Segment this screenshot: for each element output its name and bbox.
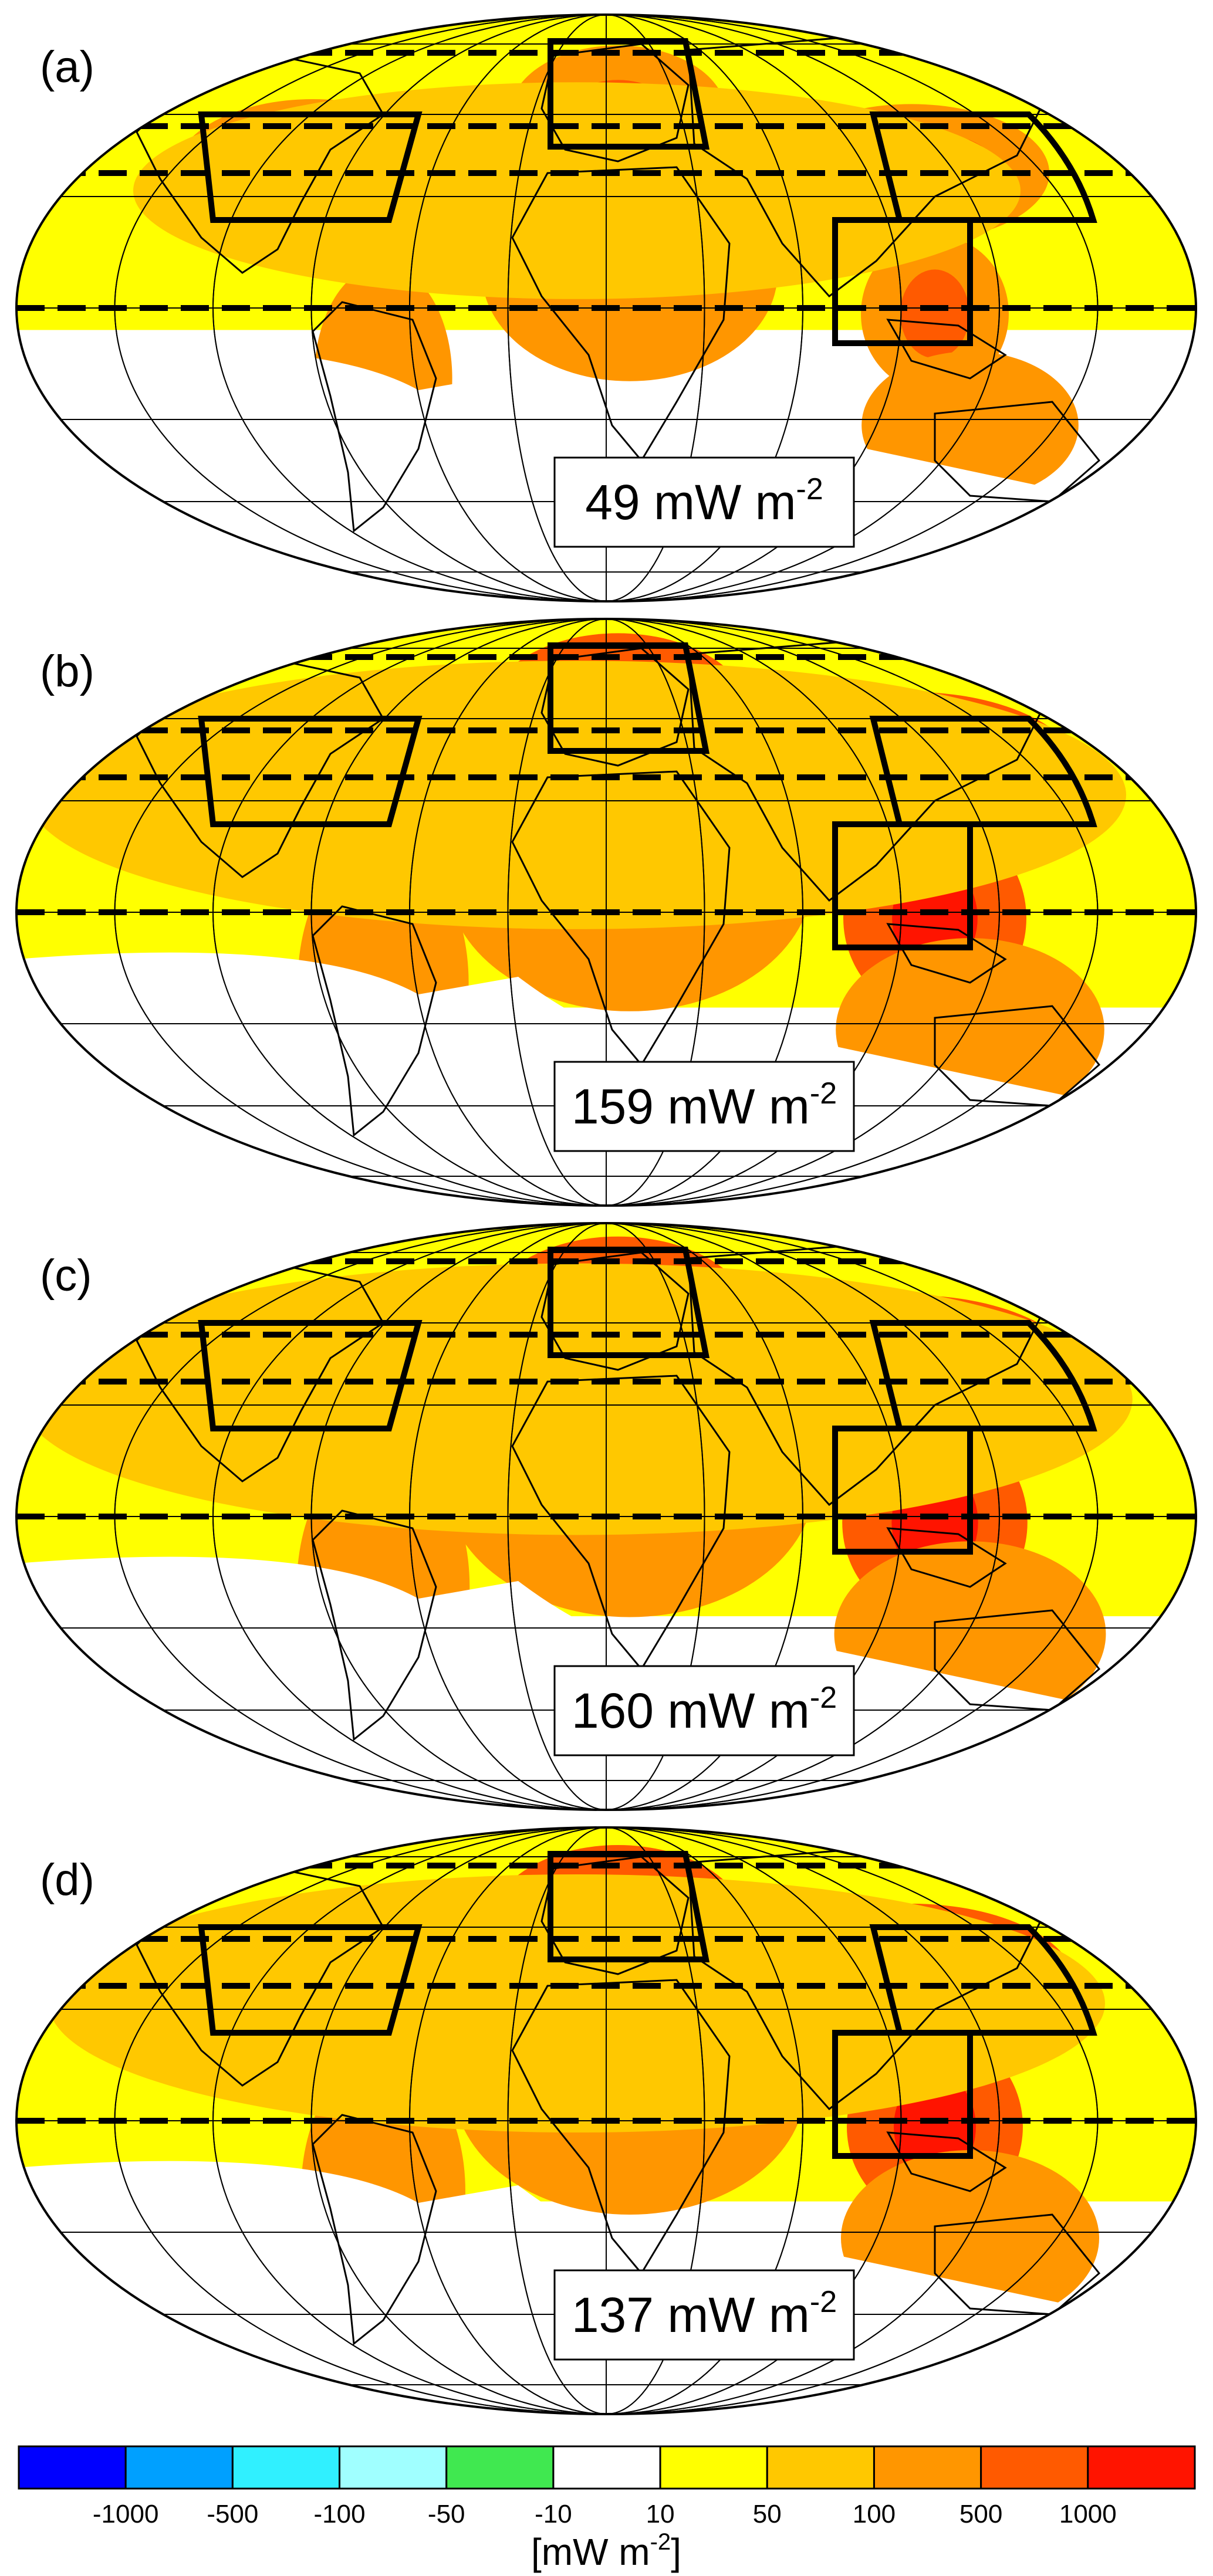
coastline <box>312 1509 437 1741</box>
map-outline <box>15 13 1197 602</box>
colorbar-box <box>766 2445 875 2490</box>
region-box <box>198 1924 423 2036</box>
coastline <box>312 301 437 533</box>
field-blob <box>900 269 969 358</box>
coastline <box>886 923 1007 984</box>
value-box <box>553 2269 855 2361</box>
colorbar-tick-label: -1000 <box>93 2500 159 2528</box>
colorbar-box <box>659 2445 768 2490</box>
colorbar-box <box>980 2445 1089 2490</box>
panel-letter: (d) <box>40 1855 94 1905</box>
region-box <box>869 1924 1097 2036</box>
colorbar-tick-label: 10 <box>646 2500 675 2528</box>
colorbar-box <box>231 2445 341 2490</box>
region-box <box>832 2030 973 2159</box>
colorbar-tick-labels: -1000 -500 -100 -50 -10 10 50 100 500 1000 <box>93 2500 1117 2528</box>
colorbar-unit-label: [mW m-2] <box>531 2529 681 2573</box>
region-box <box>832 1426 973 1555</box>
global-mean-value: 159 mW m-2 <box>572 1077 837 1134</box>
colorbar-tick-label: 500 <box>959 2500 1002 2528</box>
panel-letter: (c) <box>40 1251 92 1301</box>
colorbar-box <box>124 2445 234 2490</box>
panel-letter: (a) <box>40 42 94 92</box>
region-box <box>869 111 1097 223</box>
colorbar-boxes <box>18 2445 1196 2490</box>
colorbar-tick-label: -50 <box>428 2500 465 2528</box>
region-box <box>548 642 710 754</box>
colorbar: -1000 -500 -100 -50 -10 10 50 100 500 1000 [mW m-… <box>18 2445 1196 2573</box>
colorbar-tick-label: 50 <box>753 2500 782 2528</box>
region-box <box>548 1247 710 1358</box>
region-box <box>198 111 423 223</box>
field-blob <box>28 661 1126 929</box>
panel-letter: (b) <box>40 646 94 696</box>
region-box <box>548 38 710 150</box>
map-panel-c: (c) 160 mW m-2 <box>15 1222 1197 1811</box>
value-box <box>553 1665 855 1756</box>
region-box <box>869 1320 1097 1431</box>
map-panel-a: (a) 49 mW m-2 <box>15 13 1197 602</box>
map-outline <box>15 1826 1197 2415</box>
global-mean-value: 160 mW m-2 <box>572 1681 837 1738</box>
region-box <box>198 716 423 827</box>
map-panel-b: (b) 159 mW m-2 <box>15 618 1197 1207</box>
colorbar-tick-label: -10 <box>535 2500 572 2528</box>
map-outline <box>15 1222 1197 1811</box>
colorbar-box <box>445 2445 555 2490</box>
region-box <box>832 821 973 950</box>
colorbar-tick-label: -100 <box>314 2500 366 2528</box>
colorbar-box <box>552 2445 661 2490</box>
coastline <box>886 1527 1007 1588</box>
coastline <box>312 2114 437 2345</box>
colorbar-box <box>339 2445 448 2490</box>
field-blob <box>21 1263 1133 1535</box>
region-box <box>198 1320 423 1431</box>
colorbar-tick-label: 1000 <box>1059 2500 1117 2528</box>
colorbar-tick-label: 100 <box>853 2500 896 2528</box>
region-box <box>869 716 1097 827</box>
region-box <box>548 1851 710 1962</box>
coastline <box>312 905 437 1137</box>
colorbar-box <box>18 2445 127 2490</box>
colorbar-tick-label: -500 <box>207 2500 258 2528</box>
map-panel-d: (d) 137 mW m-2 <box>15 1826 1197 2415</box>
value-box <box>553 1061 855 1152</box>
region-box <box>832 217 973 346</box>
coastline <box>886 319 1007 380</box>
global-mean-value: 137 mW m-2 <box>572 2285 837 2343</box>
colorbar-box <box>1087 2445 1196 2490</box>
global-mean-value: 49 mW m-2 <box>585 472 823 530</box>
colorbar-box <box>873 2445 982 2490</box>
coastline <box>886 2131 1007 2192</box>
value-box <box>553 456 855 548</box>
map-panels: (a) 49 mW m-2 (b) 159 mW m-2 (c) 160 mW m-2 (d… <box>15 13 1197 2415</box>
map-outline <box>15 618 1197 1207</box>
